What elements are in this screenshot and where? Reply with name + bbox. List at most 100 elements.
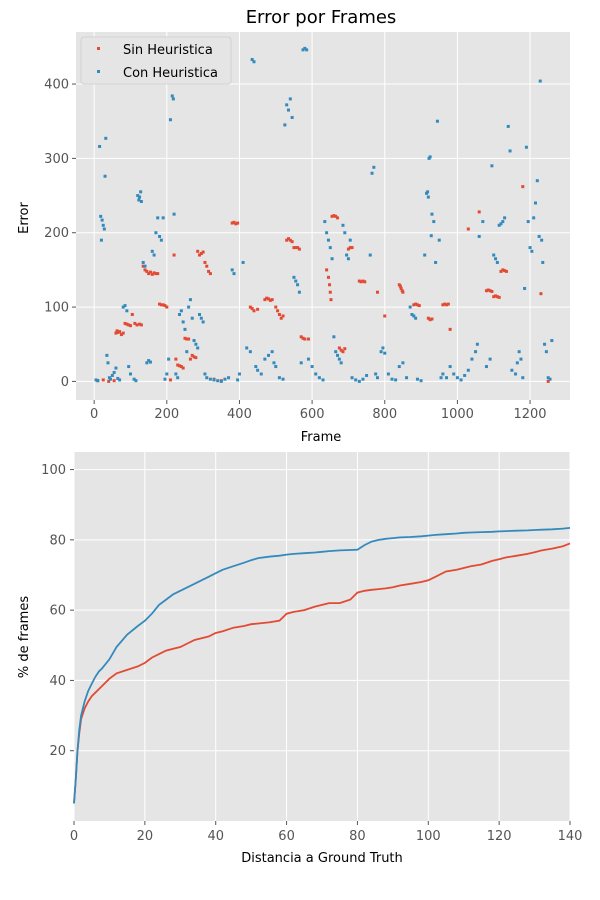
scatter-point [528, 246, 532, 250]
scatter-point [415, 377, 419, 381]
scatter-point [432, 220, 436, 224]
scatter-point [183, 327, 187, 331]
scatter-point [179, 309, 183, 313]
scatter-point [158, 302, 162, 306]
scatter-point [267, 297, 271, 301]
scatter-point [276, 309, 280, 313]
scatter-point [434, 260, 438, 264]
tick-label-y: 0 [61, 375, 69, 390]
scatter-point [101, 223, 105, 227]
scatter-point [363, 280, 367, 284]
legend-marker-con-heuristica [97, 70, 100, 73]
scatter-point [185, 350, 189, 354]
scatter-point [139, 200, 143, 204]
scatter-point [230, 268, 234, 272]
scatter-point [121, 331, 125, 335]
scatter-point [194, 356, 198, 360]
scatter-point [245, 346, 249, 350]
scatter-point [459, 378, 463, 382]
scatter-point [116, 376, 120, 380]
tick-label-y: 60 [49, 604, 66, 619]
scatter-point [381, 346, 385, 350]
scatter-point [172, 212, 176, 216]
scatter-point [348, 238, 352, 242]
line-plot-area [74, 452, 570, 821]
scatter-point [256, 368, 260, 372]
scatter-point [103, 174, 107, 178]
scatter-point [328, 246, 332, 250]
scatter-point [147, 272, 151, 276]
scatter-plot-area [76, 32, 570, 400]
scatter-point [154, 231, 158, 235]
scatter-point [159, 238, 163, 242]
scatter-point [274, 305, 278, 309]
scatter-point [339, 361, 343, 365]
scatter-point [417, 304, 421, 308]
scatter-legend: Sin Heuristica Con Heuristica [80, 36, 232, 85]
scatter-point [279, 316, 283, 320]
scatter-point [259, 372, 263, 376]
scatter-point [201, 250, 205, 254]
tick-label-x: 100 [416, 829, 441, 844]
scatter-point [132, 377, 136, 381]
scatter-point [538, 79, 542, 83]
scatter-point [188, 298, 192, 302]
scatter-point [499, 269, 503, 273]
scatter-point [286, 108, 290, 112]
scatter-point [156, 216, 160, 220]
scatter-point [252, 309, 256, 313]
scatter-title: Error por Frames [246, 7, 397, 28]
scatter-point [428, 318, 432, 322]
scatter-point [270, 298, 274, 302]
scatter-point [368, 253, 372, 257]
scatter-point [321, 378, 325, 382]
scatter-point [216, 379, 220, 383]
scatter-point [230, 221, 234, 225]
scatter-point [236, 221, 240, 225]
scatter-point [267, 353, 271, 357]
tick-label-x: 60 [278, 829, 295, 844]
legend-box [80, 36, 232, 85]
scatter-point [219, 379, 223, 383]
scatter-point [470, 357, 474, 361]
scatter-point [248, 350, 252, 354]
tick-label-x: 200 [154, 407, 179, 422]
scatter-point [488, 357, 492, 361]
scatter-point [445, 303, 448, 307]
scatter-point [172, 253, 176, 257]
tick-label-x: 80 [349, 829, 366, 844]
scatter-point [466, 227, 470, 231]
scatter-point [328, 290, 332, 294]
scatter-point [130, 313, 134, 317]
scatter-point [232, 272, 236, 276]
scatter-point [96, 379, 100, 383]
scatter-point [248, 305, 252, 309]
scatter-point [181, 366, 185, 370]
scatter-point [281, 314, 285, 318]
scatter-point [343, 231, 347, 235]
tick-label-x: 1200 [513, 407, 546, 422]
scatter-point [530, 249, 534, 253]
scatter-point [441, 372, 445, 376]
scatter-point [452, 372, 456, 376]
scatter-point [174, 372, 178, 376]
scatter-point [107, 379, 111, 383]
scatter-point [412, 314, 416, 318]
scatter-point [176, 363, 180, 367]
scatter-point [98, 144, 102, 148]
scatter-point [128, 324, 132, 328]
scatter-point [196, 249, 200, 253]
scatter-point [178, 313, 182, 317]
tick-label-y: 300 [44, 152, 69, 167]
tick-label-y: 100 [44, 301, 69, 316]
scatter-point [188, 357, 192, 361]
scatter-point [174, 357, 178, 361]
scatter-point [428, 155, 432, 159]
scatter-point [194, 342, 198, 346]
scatter-point [125, 309, 129, 313]
scatter-point [508, 149, 512, 153]
scatter-point [119, 333, 123, 337]
scatter-point [397, 365, 401, 369]
scatter-point [187, 305, 191, 309]
scatter-point [178, 364, 182, 368]
